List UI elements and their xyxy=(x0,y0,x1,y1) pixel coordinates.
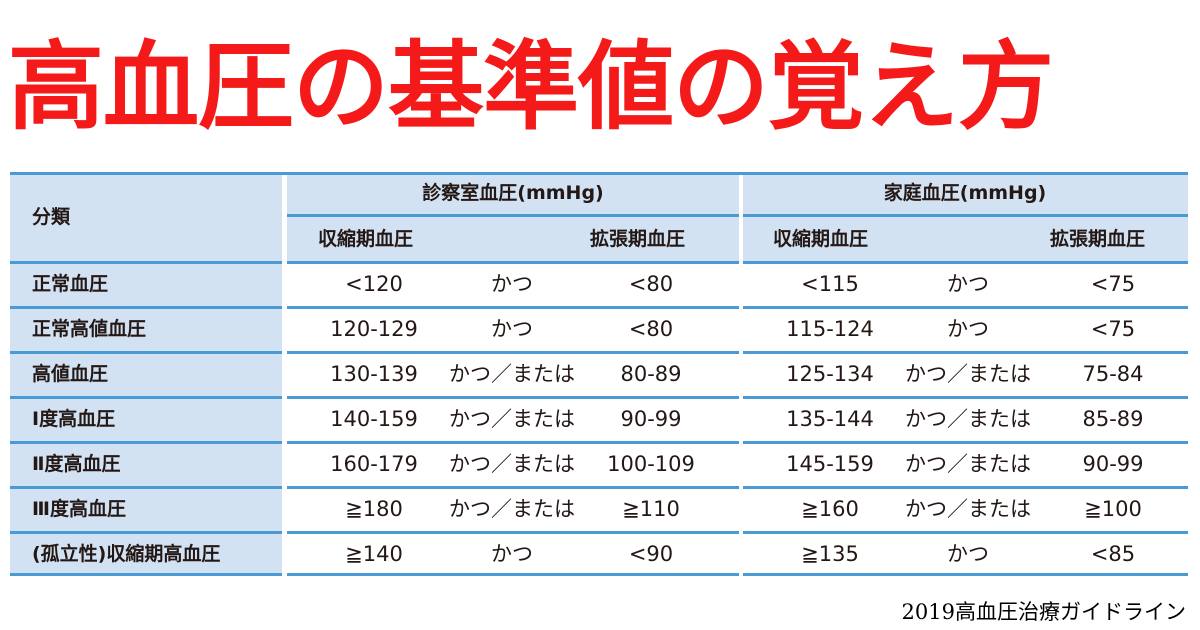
cell-clinic-sys: 160-179 xyxy=(330,452,418,476)
row-category: 正常高値血圧 xyxy=(32,318,147,340)
cell-home-dia: <75 xyxy=(1090,317,1136,341)
cell-home-conj: かつ xyxy=(947,542,989,566)
cell-home-dia: <75 xyxy=(1090,272,1136,296)
home-header: 家庭血圧(mmHg) xyxy=(883,182,1047,204)
cell-clinic-conj: かつ／または xyxy=(449,407,575,431)
row-rule xyxy=(287,306,739,309)
header-divider xyxy=(743,214,1188,217)
row-rule xyxy=(287,396,739,399)
home-diastolic-header: 拡張期血圧 xyxy=(1050,228,1146,250)
cell-clinic-sys: 120-129 xyxy=(330,317,418,341)
row-rule xyxy=(287,351,739,354)
cell-clinic-dia: ≧110 xyxy=(622,497,680,521)
category-column-bg xyxy=(10,173,282,575)
row-rule xyxy=(743,531,1188,534)
source-caption: 2019高血圧治療ガイドライン xyxy=(901,600,1186,624)
clinic-systolic-header: 収縮期血圧 xyxy=(318,228,414,250)
row-rule xyxy=(10,306,282,309)
row-rule xyxy=(10,531,282,534)
cell-clinic-dia: <80 xyxy=(628,272,674,296)
row-category: (孤立性)収縮期高血圧 xyxy=(32,543,221,565)
cell-home-sys: ≧135 xyxy=(801,542,859,566)
table-bottom-rule xyxy=(287,573,739,576)
cell-clinic-conj: かつ／または xyxy=(449,362,575,386)
row-rule xyxy=(743,306,1188,309)
cell-clinic-conj: かつ／または xyxy=(449,452,575,476)
row-rule xyxy=(743,441,1188,444)
cell-home-conj: かつ／または xyxy=(905,407,1031,431)
cell-home-sys: <115 xyxy=(801,272,859,296)
row-rule xyxy=(10,441,282,444)
home-systolic-header: 収縮期血圧 xyxy=(773,228,869,250)
row-category: Ⅲ度高血圧 xyxy=(32,498,126,520)
row-rule xyxy=(287,531,739,534)
row-category: Ⅱ度高血圧 xyxy=(32,453,121,475)
cell-clinic-dia: <90 xyxy=(628,542,674,566)
cell-home-sys: 115-124 xyxy=(786,317,874,341)
cell-clinic-dia: <80 xyxy=(628,317,674,341)
row-rule xyxy=(743,351,1188,354)
row-rule xyxy=(10,396,282,399)
cell-home-dia: ≧100 xyxy=(1084,497,1142,521)
cell-clinic-conj: かつ／または xyxy=(449,497,575,521)
clinic-diastolic-header: 拡張期血圧 xyxy=(590,228,686,250)
row-rule xyxy=(10,261,282,264)
cell-home-sys: 145-159 xyxy=(786,452,874,476)
cell-clinic-dia: 90-99 xyxy=(620,407,682,431)
cell-home-dia: 75-84 xyxy=(1082,362,1144,386)
cell-home-conj: かつ／または xyxy=(905,362,1031,386)
row-category: 高値血圧 xyxy=(32,363,109,385)
row-category: 正常血圧 xyxy=(32,273,109,295)
cell-clinic-sys: <120 xyxy=(345,272,403,296)
row-rule xyxy=(743,261,1188,264)
cell-home-sys: ≧160 xyxy=(801,497,859,521)
cell-clinic-sys: ≧140 xyxy=(345,542,403,566)
cell-home-conj: かつ xyxy=(947,272,989,296)
row-rule xyxy=(10,486,282,489)
cell-clinic-dia: 100-109 xyxy=(607,452,695,476)
table-bottom-rule xyxy=(10,573,282,576)
cell-home-dia: 90-99 xyxy=(1082,452,1144,476)
cell-home-sys: 125-134 xyxy=(786,362,874,386)
cell-home-conj: かつ／または xyxy=(905,497,1031,521)
row-rule xyxy=(287,486,739,489)
cell-home-conj: かつ／または xyxy=(905,452,1031,476)
cell-clinic-conj: かつ xyxy=(491,317,533,341)
cell-clinic-sys: 130-139 xyxy=(330,362,418,386)
header-divider xyxy=(287,214,739,217)
cell-home-dia: 85-89 xyxy=(1082,407,1144,431)
table-bottom-rule xyxy=(743,573,1188,576)
row-rule xyxy=(287,261,739,264)
row-rule xyxy=(10,351,282,354)
cell-clinic-sys: 140-159 xyxy=(330,407,418,431)
cell-home-dia: <85 xyxy=(1090,542,1136,566)
row-rule xyxy=(743,486,1188,489)
page-title: 高血圧の基準値の覚え方 xyxy=(8,31,1054,143)
cell-clinic-conj: かつ xyxy=(491,272,533,296)
table-top-rule xyxy=(10,172,1188,175)
cell-home-conj: かつ xyxy=(947,317,989,341)
cell-clinic-conj: かつ xyxy=(491,542,533,566)
home-header-bg xyxy=(743,173,1188,262)
clinic-header: 診察室血圧(mmHg) xyxy=(422,182,604,204)
cell-clinic-dia: 80-89 xyxy=(620,362,682,386)
category-header: 分類 xyxy=(32,206,71,228)
cell-home-sys: 135-144 xyxy=(786,407,874,431)
blood-pressure-table: 分類 診察室血圧(mmHg) 家庭血圧(mmHg) 収縮期血圧 拡張期血圧 収縮… xyxy=(10,172,1188,576)
row-rule xyxy=(743,396,1188,399)
row-category: Ⅰ度高血圧 xyxy=(32,408,116,430)
clinic-header-bg xyxy=(287,173,739,262)
row-rule xyxy=(287,441,739,444)
cell-clinic-sys: ≧180 xyxy=(345,497,403,521)
